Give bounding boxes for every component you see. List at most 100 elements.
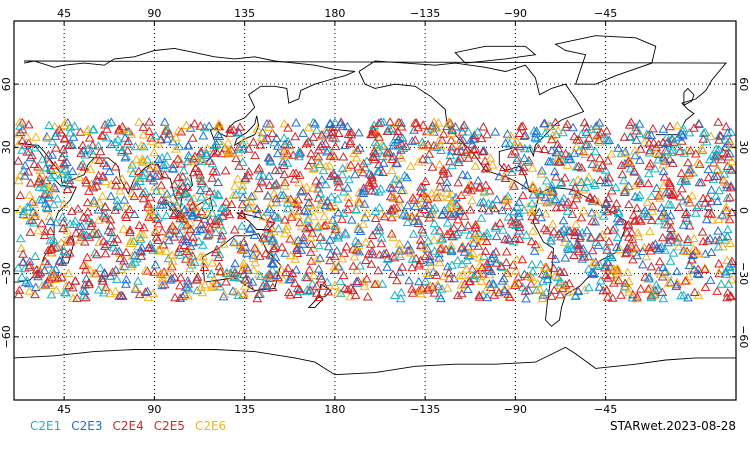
- observation-marker-c2e6: [305, 200, 315, 210]
- observation-marker-c2e4: [173, 172, 184, 182]
- observation-marker-c2e1: [267, 233, 278, 242]
- observation-marker-c2e1: [625, 163, 636, 173]
- observation-marker-c2e4: [417, 224, 428, 234]
- observation-marker-c2e1: [307, 279, 318, 288]
- observation-marker-c2e1: [57, 168, 67, 178]
- observation-marker-c2e5: [82, 197, 93, 207]
- observation-marker-c2e3: [228, 286, 238, 295]
- observation-marker-c2e1: [214, 249, 225, 259]
- observation-marker-c2e1: [60, 164, 71, 174]
- observation-marker-c2e3: [296, 245, 307, 254]
- observation-marker-c2e5: [136, 251, 147, 260]
- observation-marker-c2e6: [321, 161, 331, 171]
- observation-marker-c2e4: [323, 286, 334, 296]
- observation-marker-c2e3: [67, 166, 78, 175]
- observation-marker-c2e3: [356, 188, 367, 198]
- observation-marker-c2e3: [291, 117, 301, 127]
- observation-marker-c2e5: [144, 212, 154, 221]
- observation-marker-c2e1: [723, 279, 734, 288]
- observation-marker-c2e6: [133, 241, 143, 250]
- observation-marker-c2e6: [419, 193, 430, 202]
- observation-marker-c2e6: [672, 277, 683, 287]
- observation-marker-c2e3: [264, 171, 274, 180]
- observation-marker-c2e3: [353, 238, 364, 247]
- observation-marker-c2e5: [195, 121, 206, 130]
- observation-marker-c2e4: [56, 127, 66, 137]
- observation-marker-c2e3: [576, 177, 587, 186]
- observation-marker-c2e6: [721, 202, 732, 211]
- observation-marker-c2e6: [311, 254, 322, 264]
- observation-marker-c2e5: [474, 292, 485, 301]
- observation-marker-c2e5: [279, 169, 290, 179]
- lon-tick-label-bottom: 45: [57, 403, 71, 416]
- observation-marker-c2e5: [332, 173, 343, 183]
- observation-marker-c2e3: [146, 243, 156, 252]
- observation-marker-c2e6: [217, 140, 228, 149]
- observation-marker-c2e6: [395, 201, 406, 211]
- observation-marker-c2e1: [162, 151, 173, 160]
- observation-marker-c2e1: [40, 190, 51, 199]
- observation-marker-c2e1: [423, 236, 433, 245]
- observation-marker-c2e3: [28, 207, 39, 216]
- observation-marker-c2e3: [632, 250, 642, 260]
- observation-marker-c2e5: [256, 176, 267, 185]
- observation-marker-c2e5: [463, 153, 474, 162]
- observation-marker-c2e3: [604, 135, 615, 144]
- observation-marker-c2e5: [604, 172, 615, 182]
- observation-marker-c2e5: [358, 158, 369, 168]
- observation-marker-c2e4: [57, 152, 68, 161]
- observation-marker-c2e4: [518, 162, 529, 171]
- lon-tick-label-top: 90: [147, 7, 161, 20]
- observation-marker-c2e5: [325, 151, 336, 160]
- observation-marker-c2e3: [428, 267, 439, 276]
- observation-marker-c2e5: [17, 136, 28, 145]
- observation-marker-c2e3: [248, 250, 259, 259]
- observation-marker-c2e6: [713, 164, 723, 173]
- lat-tick-label-right: 0: [737, 207, 750, 214]
- observation-marker-c2e1: [138, 141, 149, 151]
- observation-marker-c2e6: [125, 236, 136, 245]
- observation-marker-c2e4: [40, 226, 51, 236]
- observation-marker-c2e4: [114, 291, 125, 300]
- observation-marker-c2e3: [130, 181, 141, 191]
- observation-marker-c2e3: [325, 118, 335, 127]
- observation-marker-c2e5: [157, 226, 168, 236]
- observation-marker-c2e1: [45, 235, 56, 245]
- observation-marker-c2e6: [550, 271, 561, 280]
- observation-marker-c2e3: [333, 261, 344, 271]
- observation-marker-c2e3: [442, 183, 452, 192]
- observation-marker-c2e5: [97, 131, 108, 140]
- observation-marker-c2e4: [315, 232, 326, 241]
- observation-marker-c2e4: [607, 293, 618, 302]
- observation-marker-c2e6: [264, 122, 274, 131]
- observation-marker-c2e4: [29, 159, 40, 168]
- observation-marker-c2e5: [379, 211, 390, 221]
- observation-marker-c2e3: [521, 293, 531, 303]
- observation-marker-c2e4: [369, 146, 379, 156]
- observation-marker-c2e1: [222, 268, 232, 277]
- observation-marker-c2e4: [635, 144, 646, 153]
- observation-marker-c2e6: [588, 257, 599, 267]
- observation-marker-c2e3: [404, 275, 414, 285]
- legend-item-c2e4: C2E4: [112, 419, 144, 433]
- observation-marker-c2e5: [452, 200, 462, 209]
- observation-marker-c2e6: [726, 139, 737, 149]
- observation-marker-c2e1: [659, 219, 670, 229]
- observation-marker-c2e4: [442, 168, 453, 177]
- observation-marker-c2e4: [613, 275, 624, 285]
- lon-tick-label-top: −135: [410, 7, 440, 20]
- observation-marker-c2e3: [394, 246, 405, 255]
- observation-marker-c2e1: [95, 263, 106, 272]
- observation-marker-c2e5: [235, 122, 245, 131]
- observation-marker-c2e4: [438, 169, 449, 178]
- observation-marker-c2e4: [722, 149, 732, 158]
- observation-marker-c2e6: [655, 189, 666, 199]
- observation-marker-c2e6: [542, 184, 553, 194]
- observation-marker-c2e1: [476, 213, 487, 222]
- observation-marker-c2e6: [457, 270, 468, 279]
- observation-marker-c2e3: [721, 266, 731, 276]
- observation-marker-c2e1: [634, 190, 645, 199]
- observation-marker-c2e1: [304, 286, 314, 295]
- observation-marker-c2e4: [573, 246, 584, 256]
- observation-marker-c2e5: [339, 248, 349, 257]
